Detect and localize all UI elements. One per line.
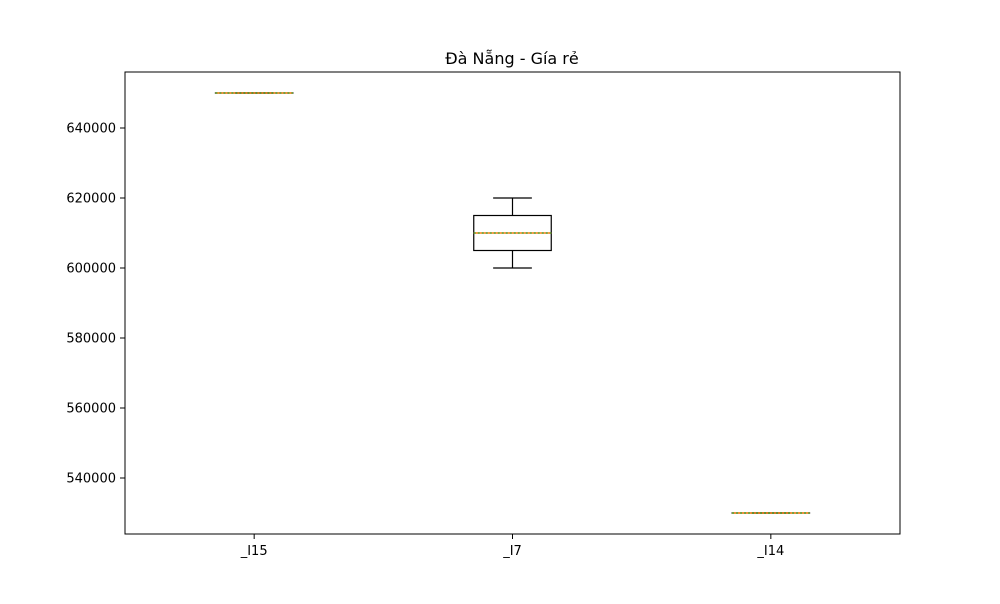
plot-area bbox=[125, 72, 900, 534]
y-tick-label: 620000 bbox=[66, 192, 116, 207]
x-tick-label: _I14 bbox=[756, 544, 784, 559]
y-tick-label: 560000 bbox=[66, 402, 116, 417]
y-tick-label: 580000 bbox=[66, 332, 116, 347]
y-tick-label: 540000 bbox=[66, 472, 116, 487]
y-tick-label: 600000 bbox=[66, 262, 116, 277]
y-tick-label: 640000 bbox=[66, 122, 116, 137]
chart-title: Đà Nẵng - Gía rẻ bbox=[445, 49, 578, 68]
x-tick-label: _I15 bbox=[240, 544, 268, 559]
x-tick-label: _I7 bbox=[502, 544, 522, 559]
